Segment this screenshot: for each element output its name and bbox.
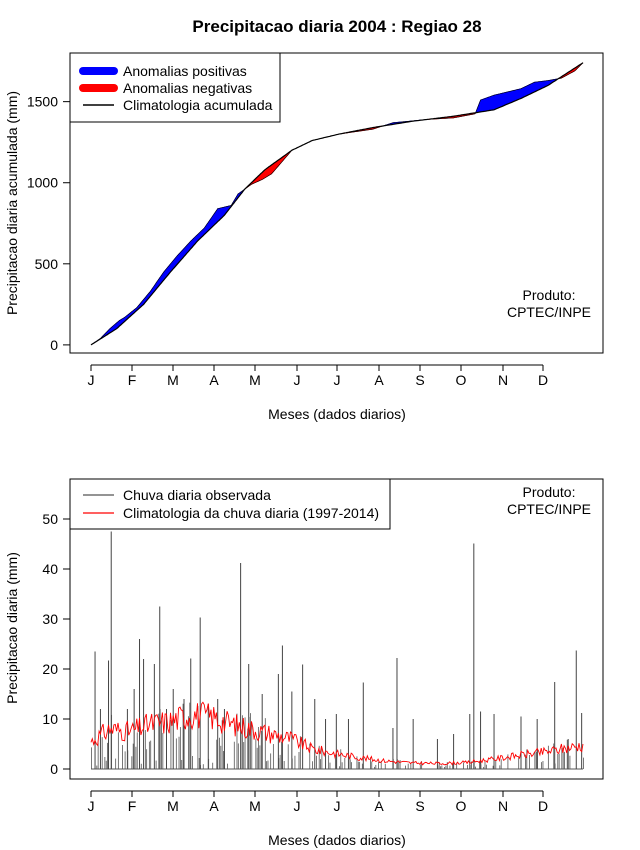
panel-daily: 0 10 20 30 40 50 J F M A M J J A S O N D Precipitacao di… <box>4 478 604 848</box>
climatology-accumulated-line <box>90 62 584 346</box>
x-tick-label: N <box>498 798 508 814</box>
x-tick-label: J <box>294 372 301 388</box>
credit-top-line1: Produto: <box>523 287 576 303</box>
x-tick-label: M <box>167 372 179 388</box>
credit-top-line2: CPTEC/INPE <box>507 304 591 320</box>
daily-rain-bars <box>91 531 584 770</box>
credit-bottom-line2: CPTEC/INPE <box>507 501 591 517</box>
y-tick-label: 0 <box>50 337 58 353</box>
x-tick-label: O <box>456 798 467 814</box>
y-tick-label: 40 <box>42 561 58 577</box>
legend-bottom-box <box>69 478 391 530</box>
xlabel-bottom: Meses (dados diarios) <box>268 832 406 848</box>
climatology-daily-line <box>90 701 584 766</box>
y-tick-label: 10 <box>42 711 58 727</box>
x-tick-label: M <box>249 798 261 814</box>
ylabel-top: Precipitacao diaria acumulada (mm) <box>4 91 20 315</box>
x-tick-label: J <box>334 798 341 814</box>
y-axis-bottom: 0 10 20 30 40 50 <box>42 511 70 777</box>
x-tick-label: S <box>415 798 424 814</box>
y-tick-label: 1000 <box>27 175 58 191</box>
x-tick-label: O <box>456 372 467 388</box>
x-tick-label: J <box>88 372 95 388</box>
x-tick-label: M <box>249 372 261 388</box>
credit-bottom-line1: Produto: <box>523 484 576 500</box>
x-tick-label: A <box>374 798 384 814</box>
x-tick-label: J <box>88 798 95 814</box>
chart-title: Precipitacao diaria 2004 : Regiao 28 <box>192 17 481 36</box>
y-axis-top: 0 500 1000 1500 <box>27 94 70 353</box>
plot-frame-top <box>69 52 604 354</box>
x-tick-label: S <box>415 372 424 388</box>
x-tick-label: F <box>128 798 137 814</box>
legend-label-climatology-daily: Climatologia da chuva diaria (1997-2014) <box>123 505 379 521</box>
y-tick-label: 500 <box>35 256 59 272</box>
y-tick-label: 0 <box>50 761 58 777</box>
y-tick-label: 20 <box>42 661 58 677</box>
x-tick-label: N <box>498 372 508 388</box>
legend-label-climatology: Climatologia acumulada <box>123 97 273 113</box>
legend-label-positive: Anomalias positivas <box>123 63 247 79</box>
x-tick-label: D <box>538 372 548 388</box>
legend-top: Anomalias positivas Anomalias negativas … <box>69 52 281 123</box>
legend-label-observed: Chuva diaria observada <box>123 487 271 503</box>
ylabel-bottom: Precipitacao diaria (mm) <box>4 552 20 704</box>
x-tick-label: A <box>209 798 219 814</box>
panel-accumulated: 0 500 1000 1500 J F M A M J J A S O N D Precipitacao d… <box>4 52 604 422</box>
legend-bottom: Chuva diaria observada Climatologia da c… <box>69 478 391 530</box>
x-tick-label: D <box>538 798 548 814</box>
x-tick-label: A <box>209 372 219 388</box>
x-tick-label: J <box>334 372 341 388</box>
x-tick-label: M <box>167 798 179 814</box>
y-tick-label: 30 <box>42 611 58 627</box>
legend-label-negative: Anomalias negativas <box>123 80 252 96</box>
y-tick-label: 50 <box>42 511 58 527</box>
x-tick-label: J <box>294 798 301 814</box>
y-tick-label: 1500 <box>27 94 58 110</box>
x-tick-label: F <box>128 372 137 388</box>
x-tick-label: A <box>374 372 384 388</box>
xlabel-top: Meses (dados diarios) <box>268 406 406 422</box>
